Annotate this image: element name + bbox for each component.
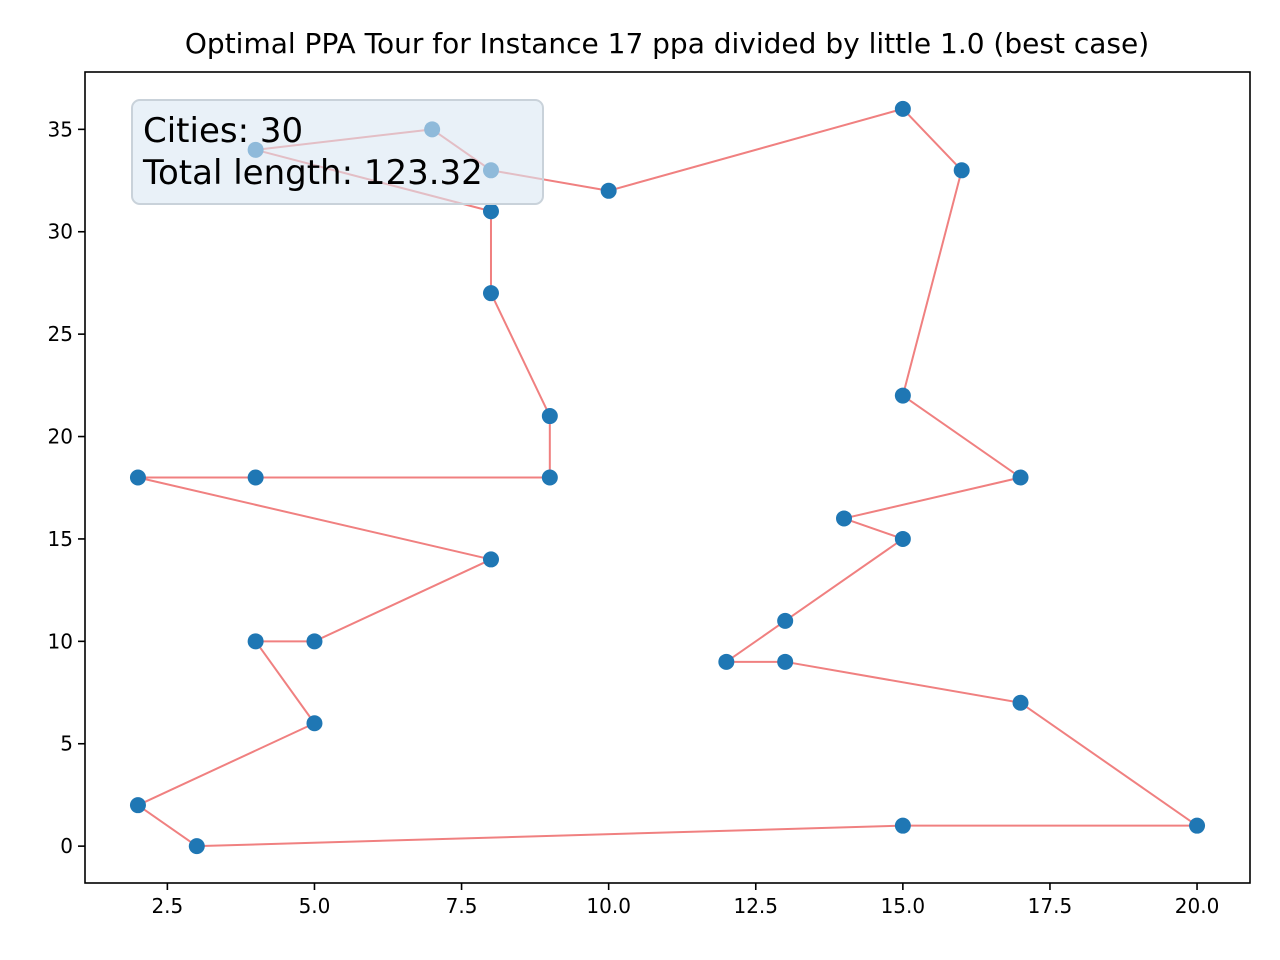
city-point (1012, 694, 1029, 711)
total-length-text: Total length: 123.32 (142, 153, 483, 193)
city-point (129, 469, 146, 486)
x-tick-label: 5.0 (299, 894, 331, 918)
tour-segment (901, 170, 963, 396)
city-point (718, 653, 735, 670)
city-point (541, 408, 558, 425)
city-point (129, 797, 146, 814)
x-tick-label: 7.5 (446, 894, 478, 918)
city-point (541, 469, 558, 486)
y-tick-label: 10 (48, 629, 73, 653)
y-tick-label: 35 (48, 117, 73, 141)
tour-segment (490, 292, 551, 417)
y-tick-label: 0 (60, 834, 73, 858)
x-tick-label: 10.0 (586, 894, 631, 918)
x-tick-label: 12.5 (733, 894, 778, 918)
city-point (482, 203, 499, 220)
tour-segment (137, 476, 492, 561)
tour-segment (137, 722, 315, 807)
city-point (188, 838, 205, 855)
y-tick-label: 15 (48, 527, 73, 551)
x-tick-label: 2.5 (151, 894, 183, 918)
y-tick-label: 5 (60, 732, 73, 756)
tour-segment (314, 558, 492, 643)
city-point (894, 387, 911, 404)
y-tick-label: 20 (48, 425, 73, 449)
x-tick-label: 15.0 (881, 894, 926, 918)
y-tick-label: 30 (48, 220, 73, 244)
city-point (247, 469, 264, 486)
city-point (777, 612, 794, 629)
city-point (777, 653, 794, 670)
y-tick-label: 25 (48, 322, 73, 346)
city-point (894, 817, 911, 834)
city-point (894, 530, 911, 547)
tour-segment (784, 538, 904, 622)
tour-segment (137, 804, 198, 847)
city-point (482, 551, 499, 568)
city-point (600, 182, 617, 199)
city-point (1012, 469, 1029, 486)
tour-segment (843, 476, 1021, 520)
x-tick-label: 20.0 (1175, 894, 1220, 918)
tour-segment (254, 640, 316, 724)
tour-segment (608, 107, 904, 192)
x-tick-label: 17.5 (1028, 894, 1073, 918)
info-box: Cities: 30 Total length: 123.32 (131, 99, 544, 205)
city-point (306, 715, 323, 732)
city-point (1189, 817, 1206, 834)
tour-segment (902, 394, 1022, 479)
chart-title: Optimal PPA Tour for Instance 17 ppa div… (185, 27, 1149, 60)
city-point (306, 633, 323, 650)
tour-segment (785, 660, 1021, 704)
tour-segment (725, 620, 786, 663)
city-point (894, 100, 911, 117)
city-point (836, 510, 853, 527)
tour-segment (843, 517, 904, 540)
city-point (482, 285, 499, 302)
cities-count-text: Cities: 30 (143, 111, 303, 151)
y-axis: 0 5 10 15 20 25 30 35 (48, 117, 85, 858)
tour-segment (1019, 701, 1198, 827)
city-points (129, 100, 1206, 855)
tour-segment (902, 108, 963, 171)
city-point (953, 162, 970, 179)
tour-path (137, 107, 1198, 848)
city-point (247, 633, 264, 650)
plot-frame (84, 71, 1251, 884)
tour-segment (196, 824, 903, 848)
info-box-background (131, 99, 544, 205)
x-axis: 2.5 5.0 7.5 10.0 12.5 15.0 17.5 20.0 (151, 883, 1219, 918)
